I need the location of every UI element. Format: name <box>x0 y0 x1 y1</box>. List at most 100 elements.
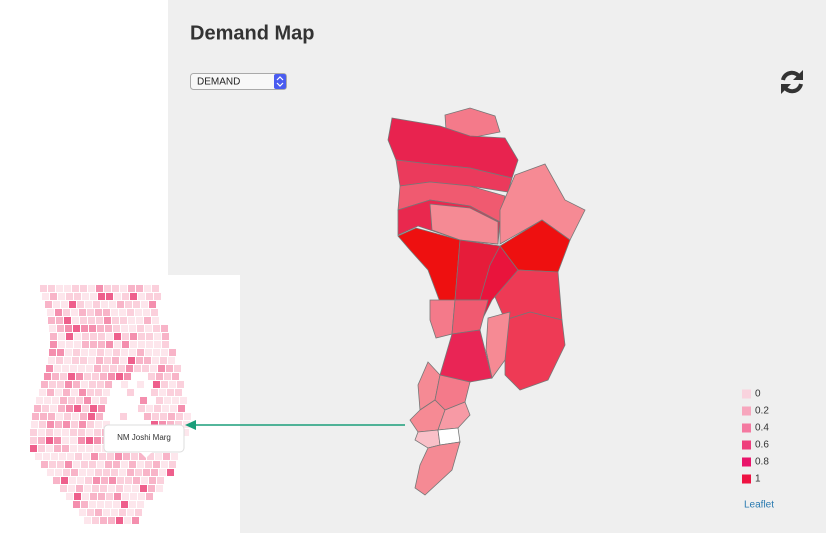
select[interactable]: DEMAND <box>190 73 287 90</box>
inset-cell <box>47 421 54 428</box>
inset-cell <box>155 453 162 460</box>
inset-cell <box>71 389 78 396</box>
inset-cell <box>109 477 116 484</box>
inset-cell <box>90 293 97 300</box>
inset-cell <box>152 317 159 324</box>
inset-cell <box>79 309 86 316</box>
inset-cell <box>129 461 136 468</box>
inset-cell <box>137 501 144 508</box>
inset-cell <box>103 469 110 476</box>
inset-cell <box>36 397 43 404</box>
inset-cell <box>105 461 112 468</box>
inset-cell <box>92 485 99 492</box>
legend-label: 0 <box>755 389 761 400</box>
inset-cell <box>95 509 102 516</box>
inset-cell <box>47 389 54 396</box>
inset-cell <box>30 437 37 444</box>
refresh-icon[interactable] <box>781 70 803 94</box>
inset-cell <box>143 309 150 316</box>
inset-cell <box>103 509 110 516</box>
inset-cell <box>46 429 53 436</box>
inset-cell <box>119 469 126 476</box>
inset-cell <box>79 469 86 476</box>
inset-cell <box>156 485 163 492</box>
inset-cell <box>71 309 78 316</box>
inset-cell <box>87 421 94 428</box>
inset-cell <box>104 357 111 364</box>
inset-cell <box>164 373 171 380</box>
inset-cell <box>74 493 81 500</box>
inset-cell <box>35 453 42 460</box>
inset-cell <box>56 317 63 324</box>
region <box>437 401 471 431</box>
inset-cell <box>114 493 121 500</box>
inset-cell <box>57 349 64 356</box>
inset-cell <box>127 509 134 516</box>
inset-cell <box>130 293 137 300</box>
map-regions <box>387 107 586 496</box>
inset-cell <box>58 293 65 300</box>
inset-cell <box>70 365 77 372</box>
inset-cell <box>162 405 169 412</box>
inset-cell <box>158 365 165 372</box>
inset-cell <box>122 333 129 340</box>
inset-cell <box>48 413 55 420</box>
inset-cell <box>67 453 74 460</box>
inset-cell <box>129 325 136 332</box>
inset-cell <box>97 381 104 388</box>
select-box[interactable] <box>190 73 287 90</box>
inset-cell <box>69 301 76 308</box>
inset-cell <box>146 293 153 300</box>
inset-cell <box>141 477 148 484</box>
inset-cell <box>163 453 170 460</box>
inset-cell <box>100 485 107 492</box>
inset-cell <box>178 405 185 412</box>
inset-cell <box>102 365 109 372</box>
inset-cell <box>60 397 67 404</box>
inset-cell <box>100 517 107 524</box>
inset-cell <box>80 357 87 364</box>
inset-cell <box>169 349 176 356</box>
inset-cell <box>81 501 88 508</box>
legend-swatch <box>742 423 751 433</box>
inset-cell <box>54 429 61 436</box>
select-label[interactable]: DEMAND <box>197 77 240 88</box>
attribution[interactable]: Leaflet <box>744 500 774 511</box>
inset-cell <box>96 357 103 364</box>
inset-cell <box>139 453 146 460</box>
inset-cell <box>49 461 56 468</box>
inset-cell <box>146 493 153 500</box>
inset-cell <box>49 325 56 332</box>
inset-cell <box>40 285 47 292</box>
inset-cell <box>140 485 147 492</box>
legend-label: 0.4 <box>755 423 769 434</box>
inset-cell <box>41 381 48 388</box>
inset-cell <box>80 317 87 324</box>
inset-cell <box>99 453 106 460</box>
inset-cell <box>68 397 75 404</box>
inset-cell <box>46 437 53 444</box>
inset-cell <box>84 485 91 492</box>
inset-cell <box>49 381 56 388</box>
inset-cell <box>112 317 119 324</box>
inset-cell <box>167 469 174 476</box>
inset-cell <box>161 381 168 388</box>
inset-cell <box>122 493 129 500</box>
inset-cell <box>66 293 73 300</box>
inset-cell <box>100 373 107 380</box>
inset-cell <box>159 469 166 476</box>
inset-cell <box>103 309 110 316</box>
inset-cell <box>177 381 184 388</box>
inset-cell <box>132 485 139 492</box>
inset-cell <box>53 477 60 484</box>
inset-cell <box>55 389 62 396</box>
select-arrow[interactable] <box>274 74 286 89</box>
inset-cell <box>45 301 52 308</box>
inset-cell <box>47 309 54 316</box>
inset-cell <box>127 469 134 476</box>
refresh-heads <box>781 70 803 94</box>
inset-cell <box>61 301 68 308</box>
inset-cell <box>113 461 120 468</box>
inset-cell <box>137 325 144 332</box>
inset-cell <box>54 445 61 452</box>
